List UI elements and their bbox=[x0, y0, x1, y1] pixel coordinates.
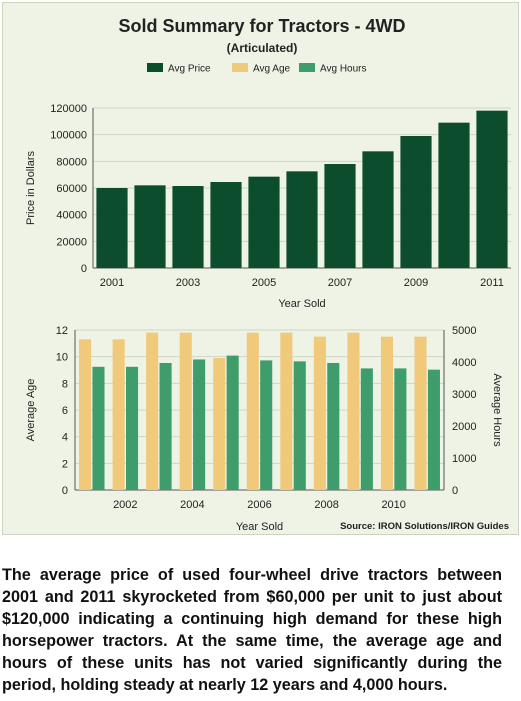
y-axis-title: Average Age bbox=[25, 379, 37, 442]
x-tick-label: 2003 bbox=[176, 277, 200, 289]
y-tick-label: 80000 bbox=[56, 156, 87, 168]
y-tick-label: 0 bbox=[81, 263, 87, 275]
y-right-tick-label: 4000 bbox=[452, 357, 476, 369]
legend-label: Avg Hours bbox=[320, 64, 367, 75]
y-tick-label: 8 bbox=[62, 378, 68, 390]
hours-bar bbox=[394, 368, 407, 490]
hours-bar bbox=[92, 366, 105, 490]
price-bar bbox=[210, 182, 242, 268]
y-right-tick-label: 2000 bbox=[452, 421, 476, 433]
price-chart: 0 20000 40000 60000 80000 100000 120000 2001 200… bbox=[25, 103, 511, 310]
y-tick-label: 10 bbox=[56, 352, 68, 364]
age-bar bbox=[380, 336, 394, 490]
age-bar bbox=[414, 336, 427, 490]
age-bar bbox=[213, 358, 226, 490]
price-bar bbox=[248, 176, 280, 268]
y-right-tick-label: 0 bbox=[452, 485, 458, 497]
y-right-tick-label: 1000 bbox=[452, 453, 476, 465]
y-tick-label: 100000 bbox=[50, 130, 87, 142]
age-bar bbox=[179, 332, 192, 490]
chart-title: Sold Summary for Tractors - 4WD bbox=[118, 16, 405, 36]
age-bar bbox=[112, 339, 125, 490]
chart-caption: The average price of used four-wheel dri… bbox=[2, 566, 502, 694]
age-bar bbox=[313, 336, 326, 490]
legend-swatch-avg-price bbox=[147, 63, 163, 72]
y-right-tick-label: 3000 bbox=[452, 389, 476, 401]
hours-bar bbox=[260, 360, 273, 490]
y-tick-label: 120000 bbox=[50, 103, 87, 115]
chart-subtitle: (Articulated) bbox=[227, 41, 298, 55]
price-bar bbox=[134, 185, 166, 268]
x-tick-label: 2010 bbox=[381, 499, 405, 511]
x-tick-label: 2011 bbox=[480, 277, 504, 289]
legend-swatch-avg-age bbox=[232, 63, 248, 72]
hours-bar bbox=[427, 369, 440, 490]
y-axis-title: Price in Dollars bbox=[25, 151, 37, 225]
y-tick-label: 40000 bbox=[56, 210, 87, 222]
price-bar bbox=[476, 110, 508, 269]
hours-bar bbox=[125, 366, 139, 490]
price-bar bbox=[400, 136, 432, 268]
age-bar bbox=[280, 332, 293, 490]
x-tick-label: 2008 bbox=[314, 499, 338, 511]
age-hours-chart: 0 2 4 6 8 10 12 0 1000 2000 3000 4000 5000 2002 2004 20… bbox=[25, 325, 503, 533]
y-tick-label: 60000 bbox=[56, 183, 87, 195]
hours-bar bbox=[193, 359, 206, 490]
price-bar bbox=[438, 122, 470, 269]
hours-bar bbox=[293, 361, 306, 490]
x-tick-label: 2009 bbox=[404, 277, 428, 289]
chart-canvas: Sold Summary for Tractors - 4WD (Articul… bbox=[25, 16, 511, 533]
y-right-axis-title: Average Hours bbox=[491, 373, 503, 447]
age-bar bbox=[146, 332, 159, 490]
y-right-tick-label: 5000 bbox=[452, 325, 476, 337]
y-tick-label: 2 bbox=[62, 458, 68, 470]
source-note: Source: IRON Solutions/IRON Guides bbox=[340, 521, 509, 532]
legend-swatch-avg-hours bbox=[299, 63, 315, 72]
hours-bar bbox=[360, 368, 373, 490]
price-bar bbox=[172, 186, 204, 268]
x-tick-label: 2001 bbox=[100, 277, 124, 289]
age-bar bbox=[246, 332, 259, 490]
x-tick-label: 2006 bbox=[247, 499, 271, 511]
y-tick-label: 6 bbox=[62, 405, 68, 417]
x-axis-title: Year Sold bbox=[278, 298, 325, 310]
price-bar bbox=[96, 188, 128, 268]
x-tick-label: 2004 bbox=[180, 499, 204, 511]
y-tick-label: 0 bbox=[62, 485, 68, 497]
x-axis-title: Year Sold bbox=[236, 521, 283, 533]
price-bar bbox=[362, 151, 394, 268]
x-tick-label: 2005 bbox=[252, 277, 276, 289]
age-bar bbox=[347, 332, 360, 490]
hours-bar bbox=[226, 355, 239, 490]
price-bar bbox=[324, 164, 356, 268]
hours-bar bbox=[327, 362, 340, 490]
y-tick-label: 4 bbox=[62, 432, 68, 444]
x-tick-label: 2002 bbox=[113, 499, 137, 511]
y-tick-label: 12 bbox=[56, 325, 68, 337]
price-bar bbox=[286, 171, 318, 268]
legend-label: Avg Price bbox=[168, 64, 211, 75]
hours-bar bbox=[159, 362, 172, 490]
chart-legend: Avg Price Avg Age Avg Hours bbox=[147, 63, 367, 75]
chart-panel: Sold Summary for Tractors - 4WD (Articul… bbox=[2, 2, 519, 535]
x-tick-label: 2007 bbox=[328, 277, 352, 289]
age-bar bbox=[79, 339, 92, 490]
y-tick-label: 20000 bbox=[56, 236, 87, 248]
legend-label: Avg Age bbox=[253, 64, 291, 75]
